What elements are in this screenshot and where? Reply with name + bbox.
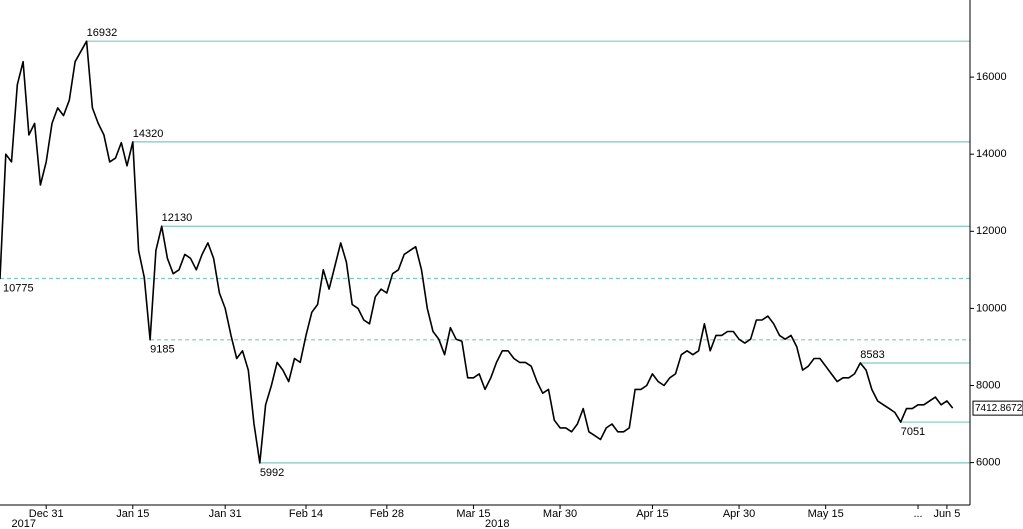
x-tick-label: Apr 30 <box>723 508 755 520</box>
x-tick-label: Apr 15 <box>636 508 668 520</box>
y-tick-label: 10000 <box>976 302 1007 314</box>
reference-label: 16932 <box>87 27 118 39</box>
y-tick-label: 8000 <box>976 379 1000 391</box>
reference-label: 5992 <box>260 467 284 479</box>
x-tick-label: Feb 28 <box>370 508 404 520</box>
y-tick-label: 12000 <box>976 225 1007 237</box>
y-tick-label: 16000 <box>976 71 1007 83</box>
x-tick-label: May 15 <box>808 508 844 520</box>
x-tick-label: ... <box>913 508 922 520</box>
x-tick-label: Mar 15 <box>456 508 490 520</box>
x-tick-label: Jun 5 <box>933 508 960 520</box>
x-tick-label: Mar 30 <box>543 508 577 520</box>
x-tick-label: Feb 14 <box>289 508 323 520</box>
year-label: 2017 <box>12 518 36 529</box>
reference-label: 14320 <box>133 128 164 140</box>
y-tick-label: 6000 <box>976 457 1000 469</box>
y-tick-label: 14000 <box>976 148 1007 160</box>
reference-label: 7051 <box>901 426 925 438</box>
last-value-label: 7412.8672 <box>975 403 1023 414</box>
reference-label: 12130 <box>162 212 193 224</box>
x-tick-label: Jan 15 <box>116 508 149 520</box>
reference-label: 8583 <box>860 349 884 361</box>
last-value-box <box>972 400 1023 416</box>
year-label: 2018 <box>485 518 509 529</box>
price-line <box>0 40 954 464</box>
x-tick-label: Jan 31 <box>209 508 242 520</box>
x-tick-label: Dec 31 <box>29 508 64 520</box>
reference-label: 10775 <box>3 282 34 294</box>
reference-label: 9185 <box>150 344 174 356</box>
